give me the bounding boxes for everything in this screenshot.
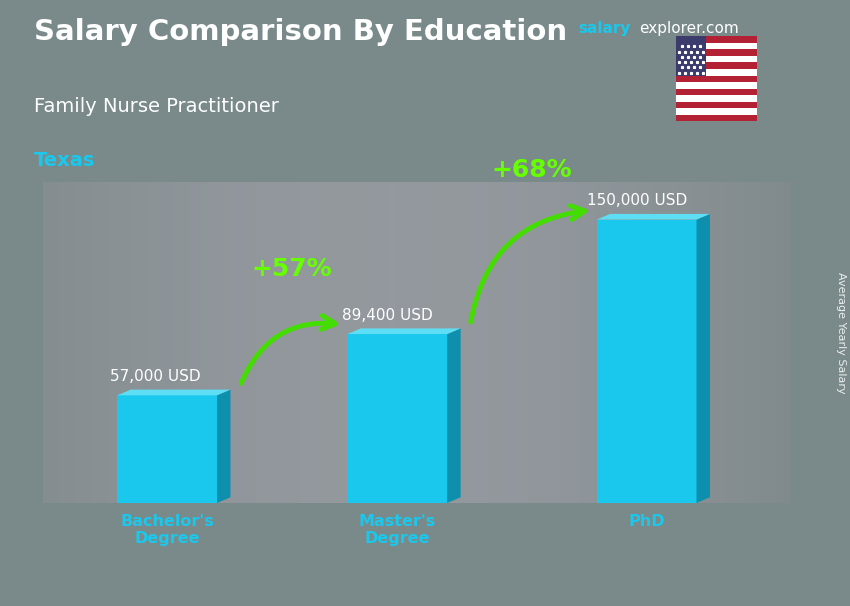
Polygon shape bbox=[447, 328, 461, 503]
Bar bbox=[676, 36, 706, 76]
Text: Family Nurse Practitioner: Family Nurse Practitioner bbox=[34, 97, 279, 116]
Text: 57,000 USD: 57,000 USD bbox=[110, 369, 201, 384]
Text: 150,000 USD: 150,000 USD bbox=[587, 193, 687, 208]
Bar bbox=[676, 69, 756, 76]
Text: explorer.com: explorer.com bbox=[639, 21, 739, 36]
Bar bbox=[676, 95, 756, 102]
Polygon shape bbox=[217, 390, 230, 503]
FancyBboxPatch shape bbox=[597, 219, 696, 503]
Bar bbox=[676, 108, 756, 115]
Text: 89,400 USD: 89,400 USD bbox=[343, 308, 434, 323]
Bar bbox=[676, 43, 756, 50]
Text: +57%: +57% bbox=[252, 257, 332, 281]
FancyBboxPatch shape bbox=[117, 395, 217, 503]
Bar bbox=[676, 56, 756, 62]
Text: +68%: +68% bbox=[491, 158, 572, 182]
Text: Texas: Texas bbox=[34, 152, 95, 170]
Polygon shape bbox=[117, 390, 230, 395]
Polygon shape bbox=[348, 328, 461, 334]
Polygon shape bbox=[696, 214, 710, 503]
Bar bbox=[676, 82, 756, 88]
FancyBboxPatch shape bbox=[348, 334, 447, 503]
Text: salary: salary bbox=[578, 21, 631, 36]
Text: Average Yearly Salary: Average Yearly Salary bbox=[836, 273, 846, 394]
Polygon shape bbox=[597, 214, 710, 219]
Text: Salary Comparison By Education: Salary Comparison By Education bbox=[34, 18, 567, 46]
